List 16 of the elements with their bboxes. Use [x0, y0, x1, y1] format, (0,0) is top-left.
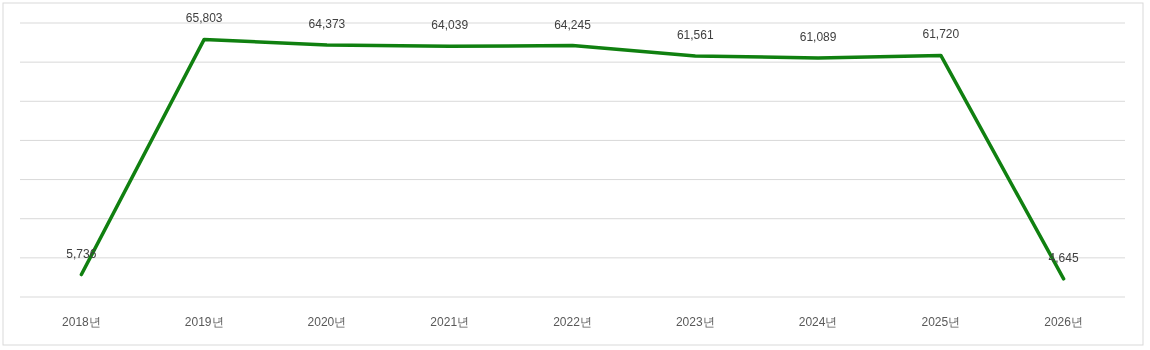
data-label: 64,373 — [308, 17, 346, 32]
x-tick-label: 2022년 — [553, 315, 592, 329]
x-tick-label: 2025년 — [921, 315, 961, 329]
x-tick-label: 2021년 — [430, 315, 470, 329]
data-label: 61,089 — [799, 29, 837, 44]
x-tick-label: 2018년 — [62, 315, 101, 329]
data-label: 64,039 — [431, 18, 469, 33]
data-label: 61,720 — [922, 27, 960, 42]
x-tick-label: 2020년 — [307, 315, 347, 329]
x-tick-label: 2019년 — [184, 315, 224, 329]
data-label: 65,803 — [185, 11, 223, 26]
x-tick-label: 2024년 — [798, 315, 838, 329]
data-label: 61,561 — [676, 28, 714, 43]
x-tick-label: 2023년 — [675, 315, 715, 329]
data-label: 64,245 — [554, 17, 592, 32]
x-tick-label: 2026년 — [1044, 315, 1083, 329]
